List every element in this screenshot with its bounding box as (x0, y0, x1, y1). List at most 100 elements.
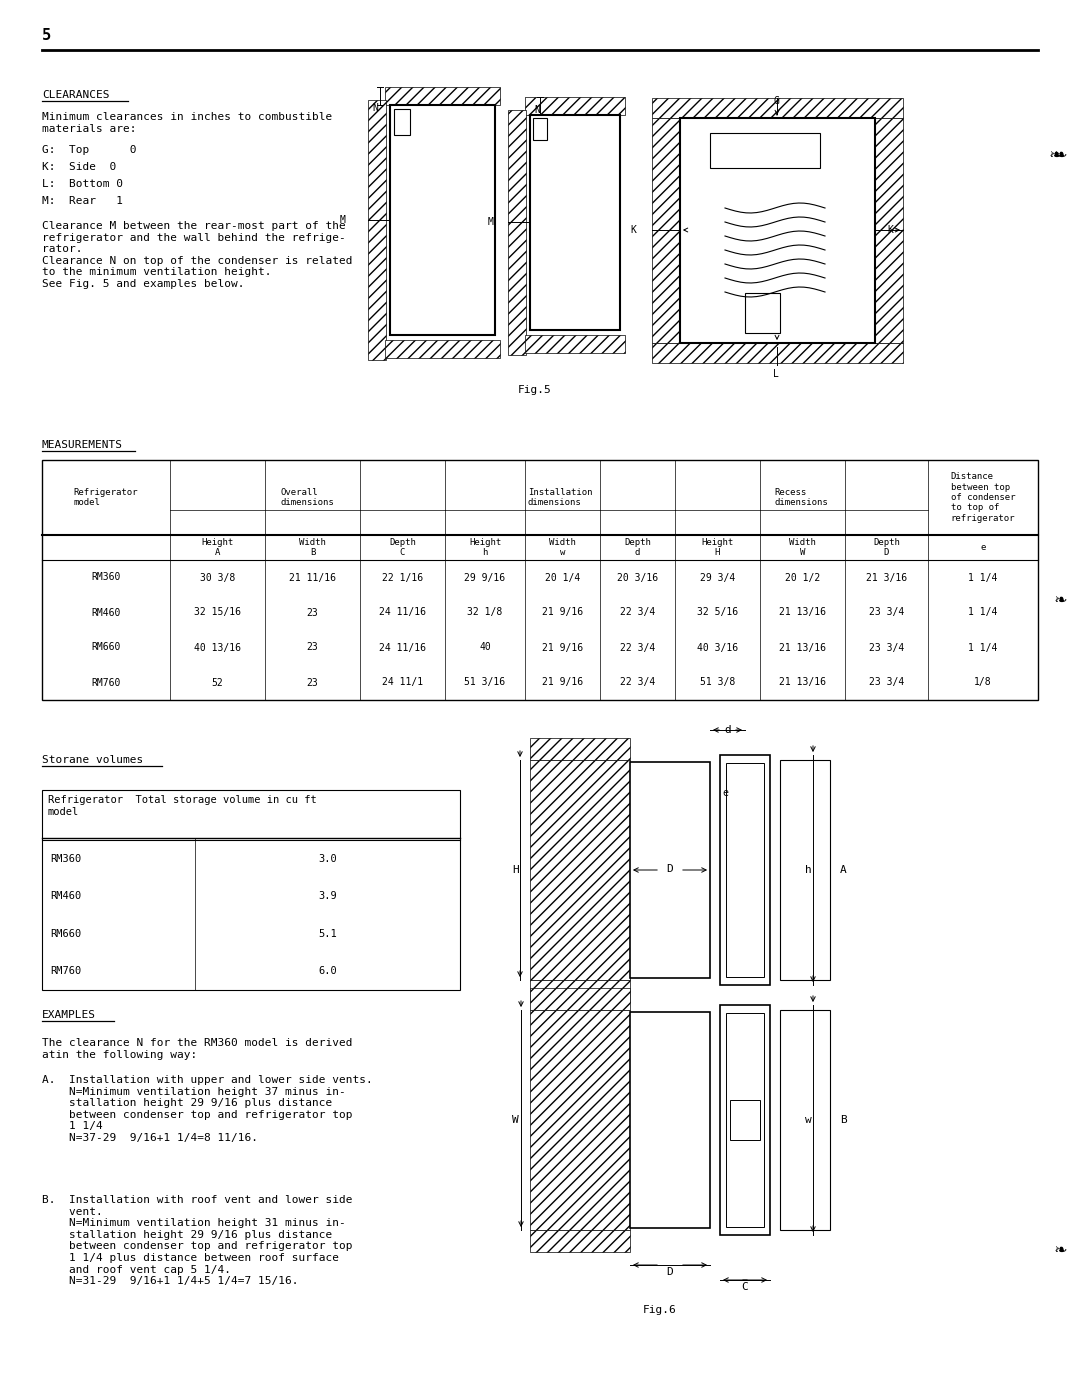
Bar (630, 762, 710, 978)
Text: 1 1/4: 1 1/4 (969, 607, 998, 617)
Text: 6.0: 6.0 (319, 967, 337, 976)
Text: Depth
d: Depth d (624, 538, 651, 557)
Text: RM360: RM360 (92, 573, 121, 582)
Text: N: N (534, 104, 540, 116)
Text: 23: 23 (307, 677, 319, 688)
Text: Depth
C: Depth C (389, 538, 416, 557)
Bar (525, 98, 625, 116)
Text: RM460: RM460 (92, 607, 121, 617)
Text: 29 3/4: 29 3/4 (700, 573, 735, 582)
Text: Width
w: Width w (549, 538, 576, 557)
Text: 24 11/16: 24 11/16 (379, 642, 426, 652)
Text: 23: 23 (307, 607, 319, 617)
Bar (530, 116, 620, 330)
Text: Refrigerator  Total storage volume in cu ft
model: Refrigerator Total storage volume in cu … (48, 795, 316, 816)
Text: e: e (981, 543, 986, 552)
Text: K: K (630, 226, 636, 235)
Text: D: D (666, 864, 673, 873)
Text: 20 3/16: 20 3/16 (617, 573, 658, 582)
Text: G:  Top      0: G: Top 0 (42, 145, 136, 155)
Text: RM760: RM760 (50, 967, 81, 976)
Text: RM760: RM760 (92, 677, 121, 688)
Text: 22 1/16: 22 1/16 (382, 573, 423, 582)
Text: ❧: ❧ (1049, 145, 1061, 164)
Text: 51 3/16: 51 3/16 (464, 677, 505, 688)
Bar (726, 1013, 764, 1227)
Text: D: D (666, 1268, 673, 1277)
Text: N: N (372, 103, 378, 113)
Text: The clearance N for the RM360 model is derived
atin the following way:: The clearance N for the RM360 model is d… (42, 1038, 352, 1060)
Bar (726, 763, 764, 976)
Text: 20 1/2: 20 1/2 (785, 573, 820, 582)
Text: 24 11/1: 24 11/1 (382, 677, 423, 688)
Bar (394, 109, 410, 135)
Bar (680, 118, 875, 343)
Text: M:  Rear   1: M: Rear 1 (42, 196, 123, 206)
Text: 1 1/4: 1 1/4 (969, 573, 998, 582)
Text: CLEARANCES: CLEARANCES (42, 91, 109, 100)
Text: 24 11/16: 24 11/16 (379, 607, 426, 617)
Text: Overall
dimensions: Overall dimensions (281, 488, 335, 507)
Text: Minimum clearances in inches to combustible
materials are:: Minimum clearances in inches to combusti… (42, 111, 333, 134)
Text: A: A (840, 865, 847, 875)
Text: 1 1/4: 1 1/4 (969, 642, 998, 652)
Text: K: K (887, 226, 893, 235)
Bar (508, 110, 526, 355)
Text: 40: 40 (480, 642, 491, 652)
Bar (720, 755, 770, 985)
Text: L:  Bottom 0: L: Bottom 0 (42, 178, 123, 189)
Bar (875, 118, 903, 343)
Text: MEASUREMENTS: MEASUREMENTS (42, 440, 123, 450)
Bar (525, 334, 625, 352)
Text: 51 3/8: 51 3/8 (700, 677, 735, 688)
Text: RM460: RM460 (50, 892, 81, 901)
Text: C: C (742, 1282, 748, 1291)
Text: 20 1/4: 20 1/4 (545, 573, 580, 582)
Text: 32 1/8: 32 1/8 (468, 607, 502, 617)
Bar (652, 98, 903, 118)
Text: Width
B: Width B (299, 538, 326, 557)
Bar (384, 340, 500, 358)
Text: Installation
dimensions: Installation dimensions (528, 488, 592, 507)
Text: 22 3/4: 22 3/4 (620, 677, 656, 688)
Text: RM660: RM660 (50, 929, 81, 939)
Text: Depth
D: Depth D (873, 538, 900, 557)
Text: 3.9: 3.9 (319, 892, 337, 901)
Bar (652, 118, 680, 343)
Bar (780, 761, 831, 981)
Text: G: G (773, 96, 779, 106)
Bar (384, 86, 500, 104)
Text: L: L (773, 369, 779, 379)
Text: Width
W: Width W (789, 538, 815, 557)
Text: d: d (724, 724, 731, 736)
Text: Distance
between top
of condenser
to top of
refrigerator: Distance between top of condenser to top… (950, 472, 1015, 522)
Text: Refrigerator
model: Refrigerator model (73, 488, 138, 507)
Bar (745, 293, 780, 333)
Text: 1/8: 1/8 (974, 677, 991, 688)
Text: M: M (340, 215, 346, 226)
Text: Height
H: Height H (701, 538, 733, 557)
Text: 5: 5 (42, 28, 51, 43)
Bar (730, 1100, 760, 1139)
Text: e: e (723, 788, 728, 798)
Text: ❧: ❧ (1054, 591, 1066, 610)
Text: 22 3/4: 22 3/4 (620, 607, 656, 617)
Text: 21 9/16: 21 9/16 (542, 677, 583, 688)
Bar (42, 790, 460, 990)
Text: Fig.5: Fig.5 (518, 384, 552, 396)
Text: 21 9/16: 21 9/16 (542, 607, 583, 617)
Bar (780, 1010, 831, 1230)
Text: W: W (512, 1114, 518, 1126)
Text: 40 3/16: 40 3/16 (697, 642, 738, 652)
Bar (652, 343, 903, 364)
Bar (530, 761, 630, 981)
Text: B: B (840, 1114, 847, 1126)
Bar (368, 100, 386, 359)
Text: EXAMPLES: EXAMPLES (42, 1010, 96, 1020)
Text: Fig.6: Fig.6 (643, 1305, 677, 1315)
Text: h: h (805, 865, 812, 875)
Text: ❧: ❧ (1054, 1241, 1066, 1259)
Text: 21 13/16: 21 13/16 (779, 677, 826, 688)
Bar (390, 104, 495, 334)
Text: 22 3/4: 22 3/4 (620, 642, 656, 652)
